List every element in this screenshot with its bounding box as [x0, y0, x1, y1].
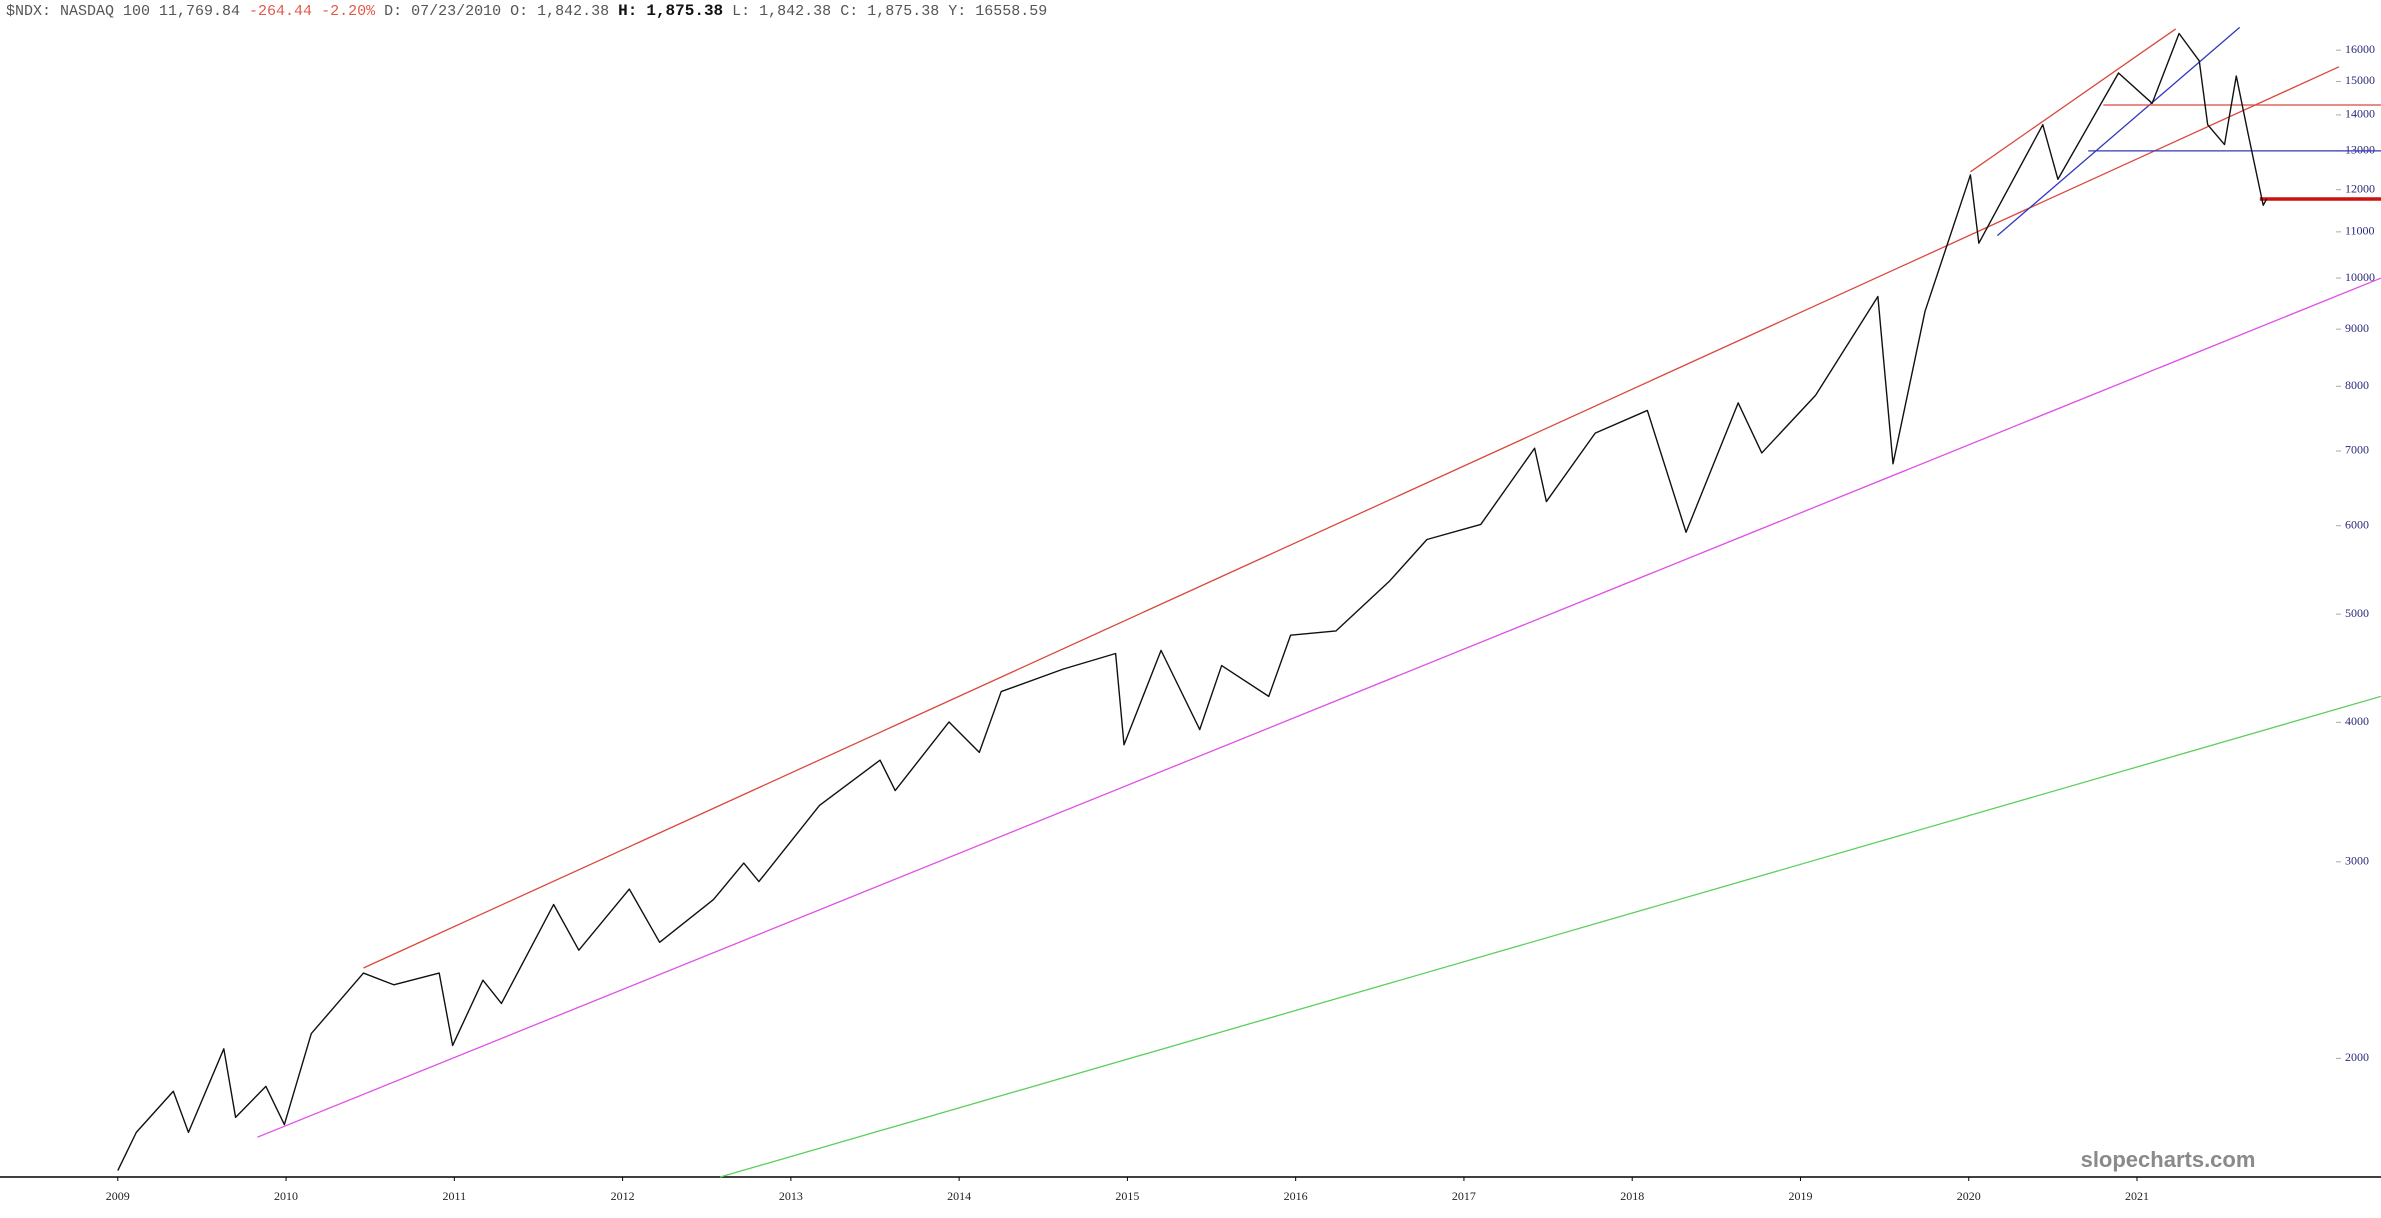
- y-tick-label: 12000: [2345, 181, 2375, 195]
- y-tick-label: 10000: [2345, 270, 2375, 284]
- watermark: slopecharts.com: [2081, 1147, 2256, 1172]
- y-tick-label: 2000: [2345, 1050, 2369, 1064]
- x-tick-label: 2011: [443, 1189, 467, 1203]
- field-label: D:: [384, 3, 403, 20]
- y-tick-label: 16000: [2345, 42, 2375, 56]
- field-value: 1,875.38: [646, 2, 724, 20]
- change: -264.44: [249, 3, 313, 20]
- x-tick-label: 2013: [779, 1189, 803, 1203]
- change-pct: -2.20%: [321, 3, 376, 20]
- y-tick-label: 14000: [2345, 107, 2375, 121]
- trend-line: [1996, 26, 2241, 237]
- trend-line: [720, 695, 2381, 1178]
- x-tick-label: 2009: [106, 1189, 130, 1203]
- price-line: [117, 32, 2268, 1171]
- quote-header: $NDX: NASDAQ 100 11,769.84 -264.44 -2.20% D: 0…: [6, 2, 1056, 20]
- last-price: 11,769.84: [159, 3, 241, 20]
- field-label: H:: [618, 2, 638, 20]
- field-label: O:: [510, 3, 529, 20]
- y-tick-label: 13000: [2345, 143, 2375, 157]
- y-tick-label: 5000: [2345, 606, 2369, 620]
- symbol: $NDX:: [6, 3, 52, 20]
- y-tick-label: 4000: [2345, 714, 2369, 728]
- field-label: L:: [732, 3, 751, 20]
- field-label: C:: [840, 3, 859, 20]
- x-tick-label: 2018: [1620, 1189, 1644, 1203]
- y-tick-label: 15000: [2345, 73, 2375, 87]
- y-tick-label: 9000: [2345, 321, 2369, 335]
- field-value: 07/23/2010: [411, 3, 502, 20]
- y-tick-label: 11000: [2345, 224, 2375, 238]
- y-tick-label: 8000: [2345, 378, 2369, 392]
- trend-line: [1970, 28, 2177, 173]
- x-tick-label: 2010: [274, 1189, 298, 1203]
- index-name: NASDAQ 100: [60, 3, 151, 20]
- x-tick-label: 2014: [947, 1189, 971, 1203]
- field-value: 1,875.38: [867, 3, 940, 20]
- field-value: 16558.59: [975, 3, 1048, 20]
- x-tick-label: 2021: [2125, 1189, 2149, 1203]
- field-value: 1,842.38: [537, 3, 610, 20]
- trend-line: [363, 66, 2340, 969]
- y-tick-label: 7000: [2345, 443, 2369, 457]
- x-tick-label: 2017: [1452, 1189, 1476, 1203]
- y-tick-label: 6000: [2345, 517, 2369, 531]
- x-tick-label: 2019: [1788, 1189, 1812, 1203]
- x-tick-label: 2020: [1957, 1189, 1981, 1203]
- x-tick-label: 2016: [1284, 1189, 1308, 1203]
- field-value: 1,842.38: [759, 3, 832, 20]
- trend-line: [257, 277, 2381, 1138]
- field-label: Y:: [948, 3, 967, 20]
- y-tick-label: 3000: [2345, 854, 2369, 868]
- x-tick-label: 2012: [611, 1189, 635, 1203]
- x-tick-label: 2015: [1115, 1189, 1139, 1203]
